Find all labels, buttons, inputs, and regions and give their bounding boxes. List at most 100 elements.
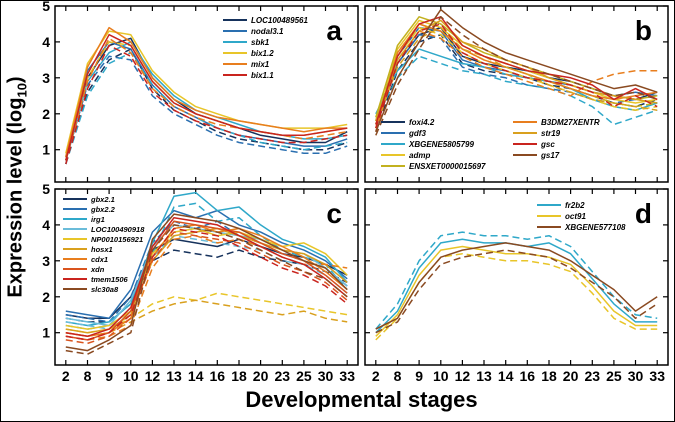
series-line-dashed xyxy=(65,37,348,161)
series-line-solid xyxy=(65,209,348,320)
series-line-dashed xyxy=(65,44,348,165)
series-line-solid xyxy=(375,16,658,125)
x-tick-label: 8 xyxy=(394,368,402,383)
panel-letter: c xyxy=(326,198,342,229)
x-axis-label: Developmental stages xyxy=(245,387,478,412)
series-line-solid xyxy=(65,30,348,154)
panel-border xyxy=(364,188,669,366)
series-line-solid xyxy=(65,33,348,161)
series-line-dashed xyxy=(65,51,348,165)
legend-label: fr2b2 xyxy=(565,201,585,210)
legend-label: NP0010156921 xyxy=(91,235,143,244)
series-line-solid xyxy=(65,213,348,352)
series-line-dashed xyxy=(65,227,348,341)
legend-label: XBGENE577108 xyxy=(564,223,626,232)
legend-label: irg1 xyxy=(91,215,105,224)
legend-label: gdf3 xyxy=(408,129,426,138)
x-tick-label: 25 xyxy=(606,368,622,383)
x-tick-label: 10 xyxy=(123,368,139,383)
x-tick-label: 12 xyxy=(455,368,471,383)
y-tick-label: 1 xyxy=(42,142,50,158)
legend-label: foxi4.2 xyxy=(409,118,435,127)
x-tick-label: 2 xyxy=(372,368,380,383)
legend-label: ENSXET0000015697 xyxy=(409,162,486,171)
y-tick-label: 3 xyxy=(42,253,50,269)
legend-label: cdx1 xyxy=(91,255,108,264)
series-line-solid xyxy=(375,242,658,330)
x-tick-label: 30 xyxy=(628,368,644,383)
x-tick-label: 20 xyxy=(563,368,579,383)
legend-label: gs17 xyxy=(540,151,560,160)
legend-label: mix1 xyxy=(251,60,270,69)
series-line-dashed xyxy=(65,224,348,355)
y-axis-label-text: Expression level (log xyxy=(4,97,27,298)
x-tick-label: 2 xyxy=(62,368,70,383)
x-tick-label: 18 xyxy=(541,368,557,383)
x-tick-label: 14 xyxy=(188,368,204,383)
legend-label: nodal3.1 xyxy=(251,27,284,36)
series-line-solid xyxy=(65,26,348,158)
x-tick-label: 9 xyxy=(105,368,113,383)
y-axis-label-close: ) xyxy=(4,76,27,84)
series-line-dashed xyxy=(65,202,348,330)
x-tick-label: 16 xyxy=(520,368,536,383)
y-tick-label: 4 xyxy=(42,217,50,233)
x-tick-label: 14 xyxy=(498,368,514,383)
series-line-dashed xyxy=(375,33,658,125)
x-tick-label: 10 xyxy=(433,368,449,383)
legend-label: slc30a8 xyxy=(91,285,119,294)
legend-label: tmem1506 xyxy=(91,275,129,284)
legend-label: str19 xyxy=(541,129,561,138)
panel-letter: b xyxy=(635,15,652,46)
series-line-dashed xyxy=(375,23,658,129)
legend-label: oct91 xyxy=(565,212,586,221)
x-tick-label: 33 xyxy=(339,368,355,383)
x-tick-label: 13 xyxy=(476,368,492,383)
series-line-dashed xyxy=(375,30,658,132)
legend-label: xdn xyxy=(90,265,105,274)
y-tick-label: 3 xyxy=(42,70,50,86)
series-line-dashed xyxy=(375,252,658,341)
series-line-solid xyxy=(65,216,348,338)
legend-label: sbk1 xyxy=(251,38,270,47)
y-tick-label: 4 xyxy=(42,34,50,50)
legend-label: bix1.2 xyxy=(251,49,274,58)
y-axis-label: Expression level (log10) xyxy=(5,76,30,297)
y-tick-label: 2 xyxy=(42,106,50,122)
series-line-solid xyxy=(375,245,658,337)
legend-label: LOC100490918 xyxy=(91,225,145,234)
series-line-solid xyxy=(375,8,658,132)
x-tick-label: 9 xyxy=(415,368,423,383)
panel-border xyxy=(364,5,669,183)
x-tick-label: 8 xyxy=(84,368,92,383)
x-tick-label: 33 xyxy=(649,368,665,383)
x-tick-label: 30 xyxy=(318,368,334,383)
legend-label: XBGENE5805799 xyxy=(408,140,474,149)
x-tick-label: 12 xyxy=(145,368,161,383)
x-tick-label: 18 xyxy=(231,368,247,383)
series-line-dashed xyxy=(65,292,348,334)
series-line-dashed xyxy=(65,48,348,165)
x-tick-label: 25 xyxy=(296,368,312,383)
y-tick-label: 5 xyxy=(42,181,50,197)
legend-label: gsc xyxy=(540,140,555,149)
y-tick-label: 1 xyxy=(42,325,50,341)
legend-label: LOC100489561 xyxy=(251,16,308,25)
x-tick-label: 23 xyxy=(585,368,601,383)
x-tick-label: 13 xyxy=(166,368,182,383)
series-line-dashed xyxy=(65,55,348,161)
legend-label: B3DM27XENTR xyxy=(541,118,600,127)
series-line-dashed xyxy=(375,231,658,330)
x-tick-label: 20 xyxy=(253,368,269,383)
legend-label: gbx2.1 xyxy=(90,195,115,204)
panel-letter: a xyxy=(326,15,342,46)
y-axis-label-subscript: 10 xyxy=(14,83,30,98)
figure-canvas: 12345aLOC100489561nodal3.1sbk1bix1.2mix1… xyxy=(42,1,669,384)
x-tick-label: 16 xyxy=(210,368,226,383)
series-line-dashed xyxy=(375,249,658,334)
x-tick-label: 23 xyxy=(275,368,291,383)
y-tick-label: 5 xyxy=(42,1,50,14)
series-line-dashed xyxy=(375,16,658,136)
panel-border xyxy=(54,188,359,366)
series-line-dashed xyxy=(375,55,658,126)
